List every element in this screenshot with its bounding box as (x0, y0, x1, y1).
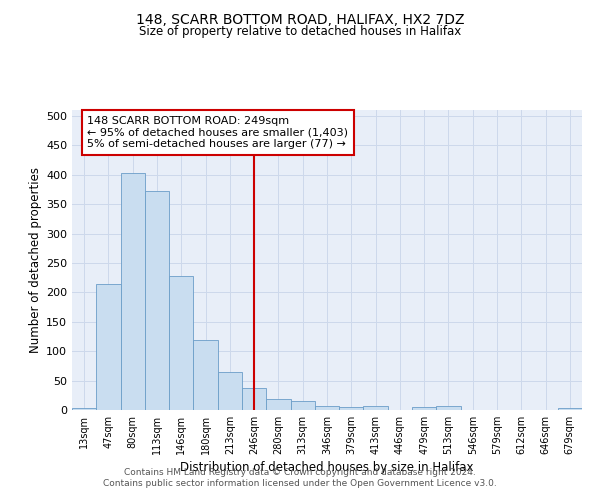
Bar (121, 173, 145, 410)
Text: 148 SCARR BOTTOM ROAD: 249sqm
← 95% of detached houses are smaller (1,403)
5% of: 148 SCARR BOTTOM ROAD: 249sqm ← 95% of d… (88, 116, 349, 149)
Text: Contains HM Land Registry data © Crown copyright and database right 2024.
Contai: Contains HM Land Registry data © Crown c… (103, 468, 497, 487)
Bar (364, 406, 388, 410)
Bar (96, 284, 121, 410)
Bar (290, 401, 315, 410)
Bar (218, 372, 242, 410)
Text: 148, SCARR BOTTOM ROAD, HALIFAX, HX2 7DZ: 148, SCARR BOTTOM ROAD, HALIFAX, HX2 7DZ (136, 12, 464, 26)
Bar (242, 388, 266, 410)
Bar (339, 407, 364, 410)
Bar (412, 407, 436, 410)
Bar (436, 406, 461, 410)
X-axis label: Distribution of detached houses by size in Halifax: Distribution of detached houses by size … (180, 461, 474, 474)
Bar (72, 408, 96, 410)
Bar (169, 276, 193, 410)
Bar (193, 340, 218, 410)
Y-axis label: Number of detached properties: Number of detached properties (29, 167, 42, 353)
Text: Size of property relative to detached houses in Halifax: Size of property relative to detached ho… (139, 25, 461, 38)
Bar (266, 400, 290, 410)
Bar (558, 408, 582, 410)
Bar (315, 406, 339, 410)
Bar (145, 191, 169, 410)
